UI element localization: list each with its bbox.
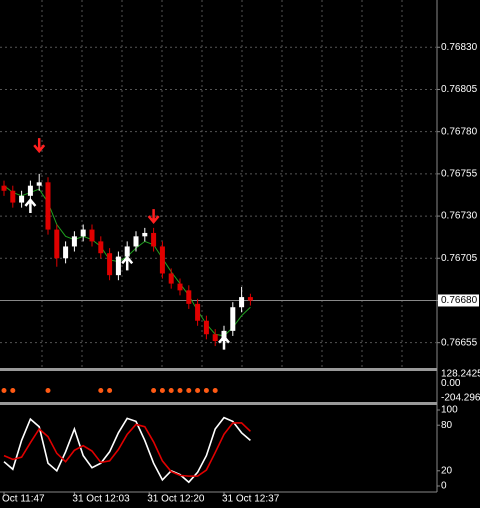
signal-dot [177,387,183,393]
candle-body [63,246,69,259]
signal-arrow-up [218,334,230,350]
candle-body [45,182,51,230]
signal-dot [168,387,174,393]
candle-body [1,185,7,191]
candle-body [54,229,60,259]
signal-dot [186,387,192,393]
y-tick-label: 20 [441,465,453,476]
signal-dot [10,387,16,393]
signal-dot [45,387,51,393]
x-tick-label: 31 Oct 12:37 [222,494,280,505]
signal-arrow-up [24,197,37,213]
candle-body [230,307,236,331]
candle-body [124,246,130,257]
signal-dot [203,387,209,393]
panel-separator [0,402,437,405]
vertical-grid [41,0,403,368]
candle-body [142,232,148,237]
candle-body [168,273,174,284]
y-tick-label: -204.2966 [441,393,480,404]
y-tick-label: 0.76755 [441,169,478,180]
signal-dot [107,387,113,393]
signal-arrow-down [147,209,160,225]
candle-body [27,185,33,196]
candle-body [107,253,113,276]
candle-body [177,283,183,291]
candle-body [159,246,165,274]
candle-body [80,229,86,237]
y-tick-label: 0.76805 [441,84,478,95]
signal-dot [151,387,157,393]
candle-body [203,320,209,335]
y-tick-label: 0.76705 [441,253,478,264]
candle-body [239,297,245,308]
candle-body [186,290,192,304]
candle-body [247,297,253,301]
candle-body [98,241,104,254]
y-tick-label: 0 [441,481,447,492]
oscillator-line [3,416,251,484]
candle-body [19,195,25,203]
y-tick-label: 0.76655 [441,337,478,348]
candle-body [151,232,157,247]
y-tick-label: 0.76780 [441,126,478,137]
candle-body [212,334,218,341]
candle-body [133,236,139,247]
panel-separator [0,368,437,371]
signal-dot [98,387,104,393]
signal-arrow-down [33,138,46,154]
candle-body [36,182,42,186]
candle-body [195,303,201,321]
y-tick-label: 0.00 [441,378,461,389]
signal-dot [212,387,218,393]
signal-arrow-up [121,255,134,271]
x-tick-label: 31 Oct 12:03 [72,494,130,505]
last-price-box [438,294,479,307]
y-tick-label: 80 [441,420,453,431]
signal-dot [1,387,7,393]
y-tick-label: 100 [441,405,458,416]
y-tick-label: 0.76730 [441,211,478,222]
signal-dot [195,387,201,393]
oscillator-line [3,422,251,477]
x-tick-label: Oct 11:47 [2,494,45,505]
x-tick-label: 31 Oct 12:20 [147,494,205,505]
last-price-label: 0.76680 [441,295,478,306]
candle-body [115,256,121,276]
candle-body [89,229,95,242]
signal-dot [159,387,165,393]
y-tick-label: 128.2425 [441,369,480,380]
y-tick-label: 0.76830 [441,42,478,53]
candle-body [10,190,16,203]
candle-body [71,236,77,247]
